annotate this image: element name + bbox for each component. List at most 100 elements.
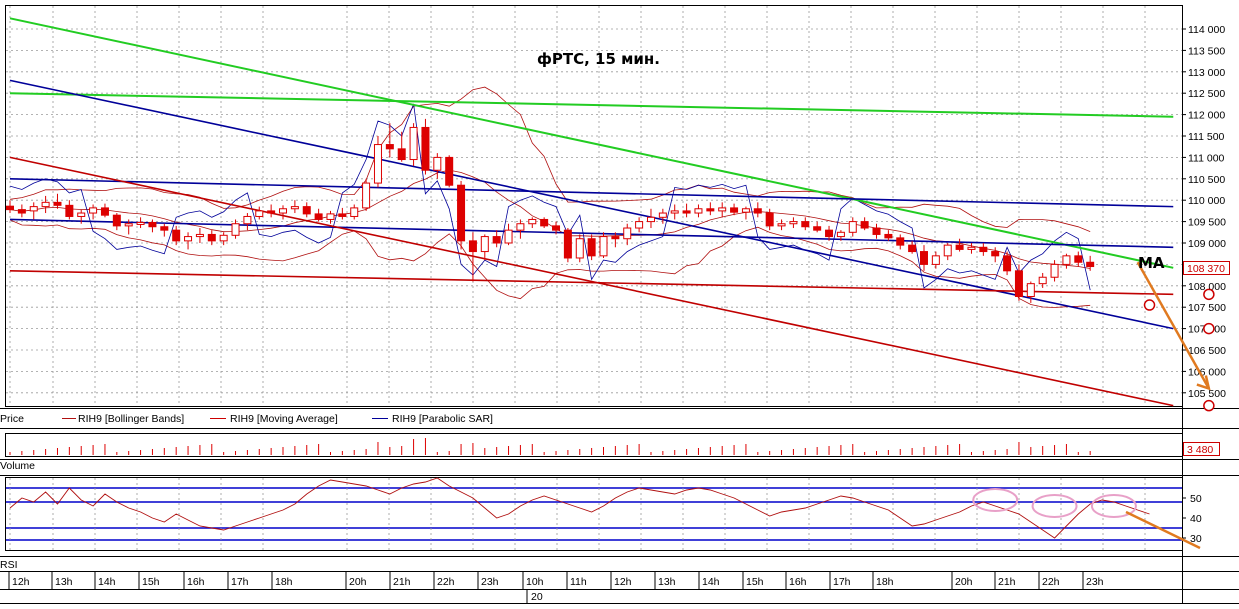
candle-body (943, 244, 952, 257)
candle-body (896, 237, 905, 246)
trend-lines (9, 17, 1174, 407)
candle-body (955, 244, 964, 250)
candle-body (124, 223, 133, 227)
candle-body (1014, 270, 1023, 298)
candle-body (148, 221, 157, 228)
price-tick-label: 113 000 (1188, 67, 1225, 79)
candle-body (884, 233, 893, 239)
candle-body (373, 144, 382, 184)
time-tick-label: 10h (526, 576, 544, 588)
time-tick-label: 18h (275, 576, 293, 588)
candle-body (219, 234, 228, 242)
candle-body (112, 214, 121, 227)
candle-body (682, 210, 691, 214)
candle-body (480, 236, 489, 253)
time-tick-label: 16h (789, 576, 807, 588)
candle-body (753, 208, 762, 214)
rsi-label: RSI (0, 559, 18, 571)
candle-body (872, 227, 881, 235)
candle-body (385, 144, 394, 150)
legend-price: Price (0, 413, 24, 425)
candle-body (528, 218, 537, 225)
candle-body (979, 246, 988, 253)
candle-body (6, 205, 14, 211)
time-tick-label: 11h (570, 576, 587, 588)
trend-line-red (9, 270, 1174, 296)
candle-body (587, 238, 596, 257)
time-tick-label: 23h (1086, 576, 1104, 588)
time-tick-label: 16h (187, 576, 205, 588)
candle-body (184, 236, 193, 242)
candle-body (540, 218, 549, 227)
price-tick-label: 111 500 (1188, 131, 1225, 143)
price-tick-label: 106 500 (1188, 345, 1226, 357)
candles (6, 118, 1095, 303)
candle-body (801, 221, 810, 228)
candle-body (789, 221, 798, 225)
candle-body (991, 251, 1000, 257)
bollinger-upper (9, 86, 1091, 232)
candle-body (338, 213, 347, 217)
candle-body (160, 226, 169, 231)
time-tick-label: 13h (55, 576, 73, 588)
forecast-arrow (1136, 261, 1210, 390)
candle-body (563, 229, 572, 259)
candle-body (552, 225, 561, 231)
time-tick-label: 17h (833, 576, 851, 588)
volume-bars (9, 438, 1091, 455)
candle-body (279, 208, 288, 214)
candle-body (765, 212, 774, 227)
legend-parabolic-sar: RIH9 [Parabolic SAR] (392, 413, 493, 425)
candle-body (433, 156, 442, 171)
candle-body (813, 226, 822, 231)
time-tick-label: 18h (876, 576, 894, 588)
candle-body (397, 148, 406, 161)
candle-body (290, 206, 299, 210)
candle-body (611, 236, 620, 240)
bollinger-bands (9, 86, 1091, 308)
time-tick-label: 20h (349, 576, 367, 588)
candle-body (599, 236, 608, 257)
trend-line-blue (9, 79, 1174, 330)
candle-body (53, 201, 62, 206)
price-tick-label: 105 500 (1188, 388, 1226, 400)
candle-body (207, 233, 216, 242)
candle-body (931, 255, 940, 265)
legend-bollinger: RIH9 [Bollinger Bands] (78, 413, 184, 425)
time-tick-label: 22h (1042, 576, 1060, 588)
target-circle (1203, 399, 1215, 412)
volume-badge-box (1183, 442, 1220, 456)
candle-body (314, 213, 323, 220)
time-tick-label: 12h (614, 576, 632, 588)
rsi-tick-label: 40 (1190, 513, 1202, 525)
sar-line (9, 103, 1091, 291)
candle-body (504, 229, 513, 244)
candle-body (172, 229, 181, 242)
price-tick-label: 110 500 (1188, 174, 1225, 186)
candle-body (445, 156, 454, 186)
price-tick-label: 113 500 (1188, 45, 1225, 57)
candle-body (718, 207, 727, 212)
candle-body (29, 206, 38, 212)
candle-body (908, 244, 917, 253)
candle-body (658, 212, 667, 218)
legend: Price RIH9 [Bollinger Bands] RIH9 [Movin… (0, 413, 493, 425)
candle-body (1038, 276, 1047, 285)
candle-body (1050, 263, 1059, 278)
time-tick-label: 20h (955, 576, 973, 588)
trend-line-blue (9, 178, 1174, 208)
candle-body (65, 204, 74, 217)
trend-line-green (9, 92, 1174, 118)
rsi-highlight-ellipse (1090, 494, 1137, 518)
rsi-forecast-arrow (1125, 510, 1201, 550)
price-tick-label: 107 500 (1188, 302, 1226, 314)
time-tick-label: 22h (437, 576, 455, 588)
candle-body (575, 238, 584, 259)
time-tick-label: 21h (393, 576, 411, 588)
trend-line-red (9, 156, 1174, 407)
time-tick-label: 23h (481, 576, 499, 588)
price-tick-label: 110 000 (1188, 195, 1225, 207)
price-tick-label: 112 500 (1188, 88, 1225, 100)
candle-body (231, 223, 240, 236)
